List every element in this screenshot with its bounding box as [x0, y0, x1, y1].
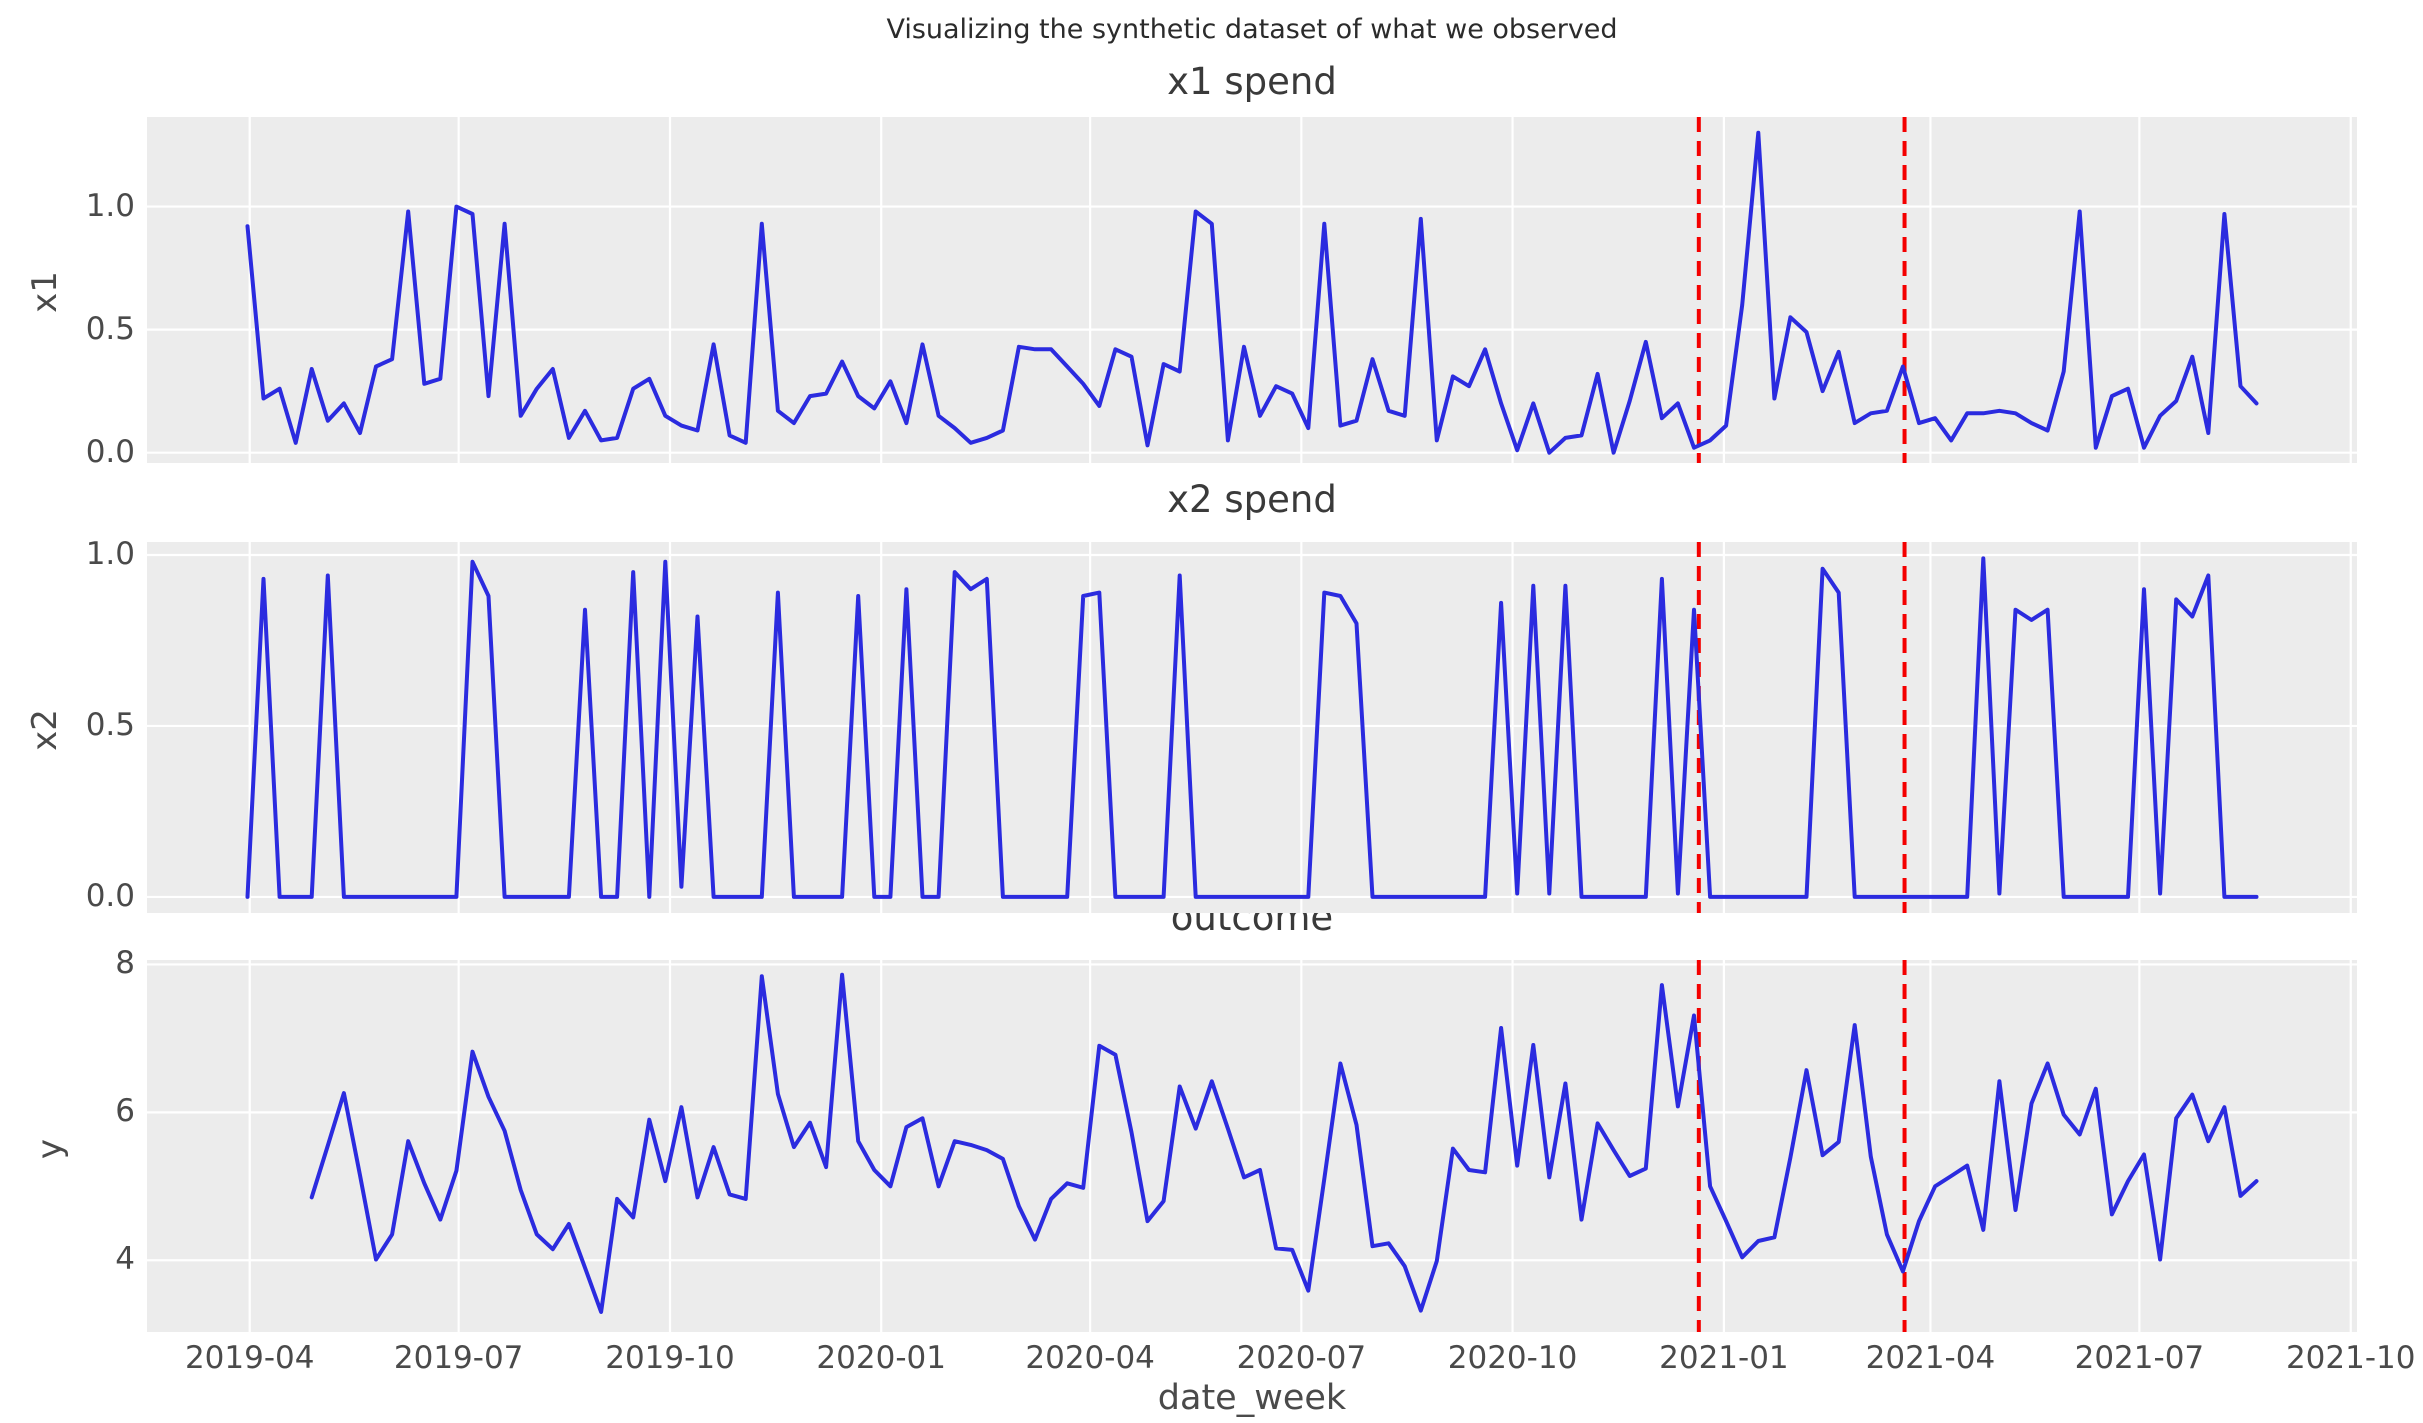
- x-tick-label: 2020-10: [1447, 1340, 1578, 1376]
- plot-background: [147, 960, 2357, 1332]
- y-tick-label: 4: [115, 1241, 135, 1278]
- series-line-y: [309, 972, 2259, 1314]
- x-tick-label: 2019-07: [393, 1340, 524, 1376]
- x-tick-label: 2019-10: [605, 1340, 735, 1376]
- x-tick-label: 2020-01: [816, 1340, 946, 1376]
- x-tick-label: 2021-10: [2285, 1340, 2416, 1376]
- figure-suptitle: Visualizing the synthetic dataset of wha…: [886, 14, 1618, 45]
- series-line-x2: [245, 556, 2259, 899]
- panel-title-x2: x2 spend: [1167, 478, 1337, 521]
- x-tick-label: 2021-04: [1865, 1340, 1996, 1376]
- x-tick-label: 2019-04: [184, 1340, 315, 1376]
- series-line-x1: [245, 130, 2259, 455]
- y-tick-label: 6: [115, 1093, 135, 1130]
- x-tick-label: 2020-07: [1236, 1340, 1367, 1376]
- y-tick-label: 0.0: [85, 433, 135, 470]
- panel-title-x1: x1 spend: [1167, 60, 1337, 103]
- x-tick-label: 2021-07: [2074, 1340, 2205, 1376]
- y-tick-label: 0.5: [85, 310, 135, 347]
- plot-background: [147, 117, 2357, 463]
- x-axis-label: date_week: [1157, 1378, 1347, 1418]
- x-tick-label: 2020-04: [1025, 1340, 1155, 1376]
- y-tick-label: 8: [115, 945, 135, 982]
- y-tick-label: 0.0: [85, 877, 135, 914]
- y-tick-label: 1.0: [85, 187, 135, 224]
- plot-background: [147, 542, 2357, 913]
- y-tick-label: 1.0: [85, 535, 135, 572]
- y-tick-label: 0.5: [85, 706, 135, 743]
- x-tick-label: 2021-01: [1659, 1340, 1789, 1376]
